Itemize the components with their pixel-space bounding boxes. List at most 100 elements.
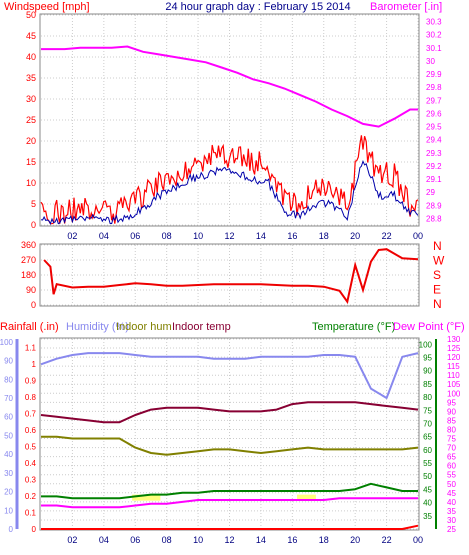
rain-tick-label: 0.4 <box>25 459 37 468</box>
barometer-tick-label: 29.5 <box>426 123 442 132</box>
barometer-tick-label: 29.8 <box>426 83 442 92</box>
temperature-tick-label: 100 <box>419 340 433 349</box>
temperature-tick-label: 40 <box>423 499 432 508</box>
temperature-tick-label: 65 <box>423 433 432 442</box>
temperature-tick-label: 70 <box>423 419 432 428</box>
temperature-tick-label: 80 <box>423 393 432 402</box>
temperature-tick-label: 95 <box>423 353 432 362</box>
humidity-tick-label: 30 <box>4 469 13 478</box>
humidity-tick-label: 40 <box>4 450 13 459</box>
compass-label: E <box>433 283 441 297</box>
barometer-tick-label: 30.2 <box>426 31 442 40</box>
windspeed-tick-label: 45 <box>26 31 36 41</box>
wind-direction-series <box>43 248 419 305</box>
compass-label: N <box>433 297 442 311</box>
dewpoint-tick-label: 110 <box>447 371 460 380</box>
indoor-hum-series <box>41 435 419 456</box>
windspeed-tick-label: 25 <box>26 115 36 125</box>
temperature-tick-label: 90 <box>423 367 432 376</box>
rain-tick-label: 0.3 <box>25 475 37 484</box>
x-tick-label-climate: 14 <box>256 535 266 545</box>
humidity-tick-label: 60 <box>4 413 13 422</box>
barometer-tick-label: 29.7 <box>426 96 442 105</box>
wind-average-series <box>40 160 419 225</box>
humidity-tick-label: 20 <box>4 488 13 497</box>
barometer-tick-label: 29.4 <box>426 136 442 145</box>
dewpoint-tick-label: 35 <box>447 507 456 516</box>
dewpoint-tick-label: 130 <box>447 335 461 344</box>
wind-direction-tick-label: 0 <box>31 300 36 310</box>
dewpoint-tick-label: 50 <box>447 480 456 489</box>
x-tick-label-wind: 16 <box>287 231 297 241</box>
x-tick-label-wind: 14 <box>256 231 266 241</box>
x-tick-label-climate: 04 <box>99 535 109 545</box>
temperature-tick-label: 60 <box>423 446 432 455</box>
gridlines <box>41 14 419 530</box>
temperature-tick-label: 85 <box>423 380 432 389</box>
rainfall-series <box>41 524 419 530</box>
chart-title: 24 hour graph day : February 15 2014 <box>165 1 350 13</box>
legend-humidity: Humidity (%) <box>66 321 129 333</box>
legend-rainfall: Rainfall (.in) <box>0 321 59 333</box>
temperature-tick-label: 35 <box>423 512 432 521</box>
dewpoint-tick-label: 75 <box>447 435 456 444</box>
x-tick-label-climate: 10 <box>193 535 203 545</box>
windspeed-tick-label: 10 <box>26 178 36 188</box>
windspeed-tick-label: 15 <box>26 157 36 167</box>
humidity-tick-label: 50 <box>4 431 13 440</box>
x-tick-label-wind: 04 <box>99 231 109 241</box>
dewpoint-tick-label: 30 <box>447 516 456 525</box>
x-tick-label-climate: 16 <box>287 535 297 545</box>
humidity-tick-label: 70 <box>4 394 13 403</box>
dewpoint-tick-label: 100 <box>447 389 461 398</box>
barometer-series <box>41 45 418 128</box>
windspeed-tick-label: 20 <box>26 136 36 146</box>
chart-series <box>40 45 419 530</box>
barometer-tick-label: 29.1 <box>426 175 442 184</box>
legend-indoor-hum: Indoor hum <box>116 321 172 333</box>
barometer-tick-label: 30.1 <box>426 44 442 53</box>
temperature-series <box>41 482 418 500</box>
dewpoint-tick-label: 65 <box>447 453 456 462</box>
humidity-tick-label: 90 <box>4 357 13 366</box>
humidity-series <box>40 352 419 399</box>
dewpoint-tick-label: 90 <box>447 407 456 416</box>
dewpoint-tick-label: 85 <box>447 416 456 425</box>
legend-temperature: Temperature (°F) <box>312 321 395 333</box>
x-tick-label-climate: 02 <box>67 535 77 545</box>
barometer-tick-label: 30.3 <box>426 18 442 27</box>
rain-tick-label: 0.5 <box>25 442 37 451</box>
legend-dewpoint: Dew Point (°F) <box>393 321 465 333</box>
windspeed-series <box>40 135 419 225</box>
rain-tick-label: 0.8 <box>25 393 37 402</box>
x-tick-label-wind: 10 <box>193 231 203 241</box>
x-tick-label-climate: 18 <box>319 535 329 545</box>
rain-tick-label: 1.1 <box>25 343 37 352</box>
rain-tick-label: 0.6 <box>25 426 37 435</box>
compass-label: S <box>433 268 441 282</box>
x-tick-label-climate: 22 <box>382 535 392 545</box>
rain-tick-label: 0.9 <box>25 376 37 385</box>
dewpoint-tick-label: 95 <box>447 398 456 407</box>
barometer-tick-label: 29 <box>426 188 435 197</box>
x-tick-label-climate: 00 <box>413 535 423 545</box>
wind-direction-tick-label: 360 <box>21 240 36 250</box>
x-tick-label-wind: 08 <box>162 231 172 241</box>
wind-direction-tick-label: 180 <box>21 270 36 280</box>
x-tick-label-wind: 22 <box>382 231 392 241</box>
windspeed-tick-label: 50 <box>26 10 36 20</box>
solar-marker <box>297 494 316 501</box>
x-tick-label-wind: 20 <box>350 231 360 241</box>
windspeed-axis-title: Windspeed [mph] <box>4 1 90 13</box>
barometer-tick-label: 29.2 <box>426 162 442 171</box>
legend-indoor-temp: Indoor temp <box>172 321 231 333</box>
x-tick-label-wind: 12 <box>224 231 234 241</box>
dewpoint-tick-label: 125 <box>447 344 461 353</box>
windspeed-tick-label: 0 <box>31 220 36 230</box>
temperature-tick-label: 50 <box>423 472 432 481</box>
solar-marker <box>132 494 161 501</box>
dewpoint-tick-label: 60 <box>447 462 456 471</box>
humidity-tick-label: 0 <box>9 525 14 534</box>
dewpoint-tick-label: 25 <box>447 525 456 534</box>
temperature-tick-label: 75 <box>423 406 432 415</box>
